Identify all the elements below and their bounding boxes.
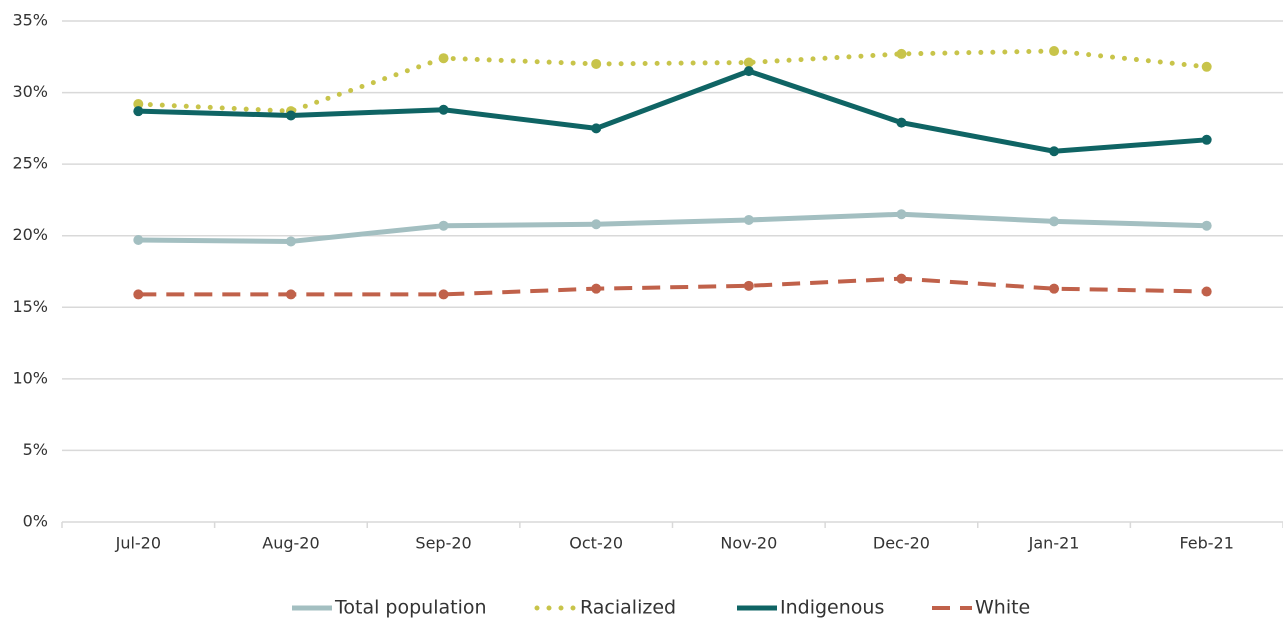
point: [438, 53, 449, 64]
point: [285, 110, 296, 121]
point: [591, 123, 602, 134]
point: [133, 235, 144, 246]
y-tick-label: 15%: [12, 297, 48, 316]
point: [438, 289, 449, 300]
point: [1049, 146, 1060, 157]
x-tick-label: Oct-20: [569, 534, 623, 553]
point: [743, 66, 754, 77]
legend-label: White: [975, 597, 1030, 619]
point: [1201, 286, 1212, 297]
point: [743, 280, 754, 291]
point: [285, 289, 296, 300]
x-tick-label: Jan-21: [1028, 534, 1080, 553]
x-tick-label: Dec-20: [873, 534, 930, 553]
point: [591, 58, 602, 69]
series-line: [135, 48, 1210, 114]
point: [591, 219, 602, 230]
point: [1049, 46, 1060, 57]
legend-label: Indigenous: [780, 597, 884, 619]
point: [133, 289, 144, 300]
x-tick-label: Aug-20: [262, 534, 319, 553]
y-tick-label: 25%: [12, 154, 48, 173]
point: [133, 106, 144, 117]
x-tick-label: Jul-20: [115, 534, 161, 553]
series-line: [138, 68, 1207, 154]
x-tick-label: Feb-21: [1179, 534, 1233, 553]
y-tick-label: 10%: [12, 368, 48, 387]
point: [1201, 134, 1212, 145]
series-line: [138, 276, 1207, 297]
point: [133, 99, 144, 110]
point: [896, 209, 907, 220]
point: [743, 214, 754, 225]
y-tick-label: 5%: [23, 440, 48, 459]
point: [438, 104, 449, 115]
y-tick-label: 20%: [12, 225, 48, 244]
y-tick-label: 0%: [23, 512, 48, 531]
point: [896, 117, 907, 128]
point: [743, 57, 754, 68]
point: [1201, 61, 1212, 72]
y-tick-label: 35%: [12, 11, 48, 30]
legend-label: Total population: [334, 597, 487, 619]
point: [1049, 216, 1060, 227]
legend-label: Racialized: [580, 597, 676, 619]
y-tick-label: 30%: [12, 82, 48, 101]
point: [1201, 220, 1212, 231]
point: [1049, 283, 1060, 294]
x-tick-label: Nov-20: [720, 534, 777, 553]
x-tick-label: Sep-20: [415, 534, 471, 553]
series-line: [138, 211, 1207, 244]
point: [896, 273, 907, 284]
point: [438, 220, 449, 231]
point: [591, 283, 602, 294]
point: [285, 236, 296, 247]
point: [896, 48, 907, 59]
